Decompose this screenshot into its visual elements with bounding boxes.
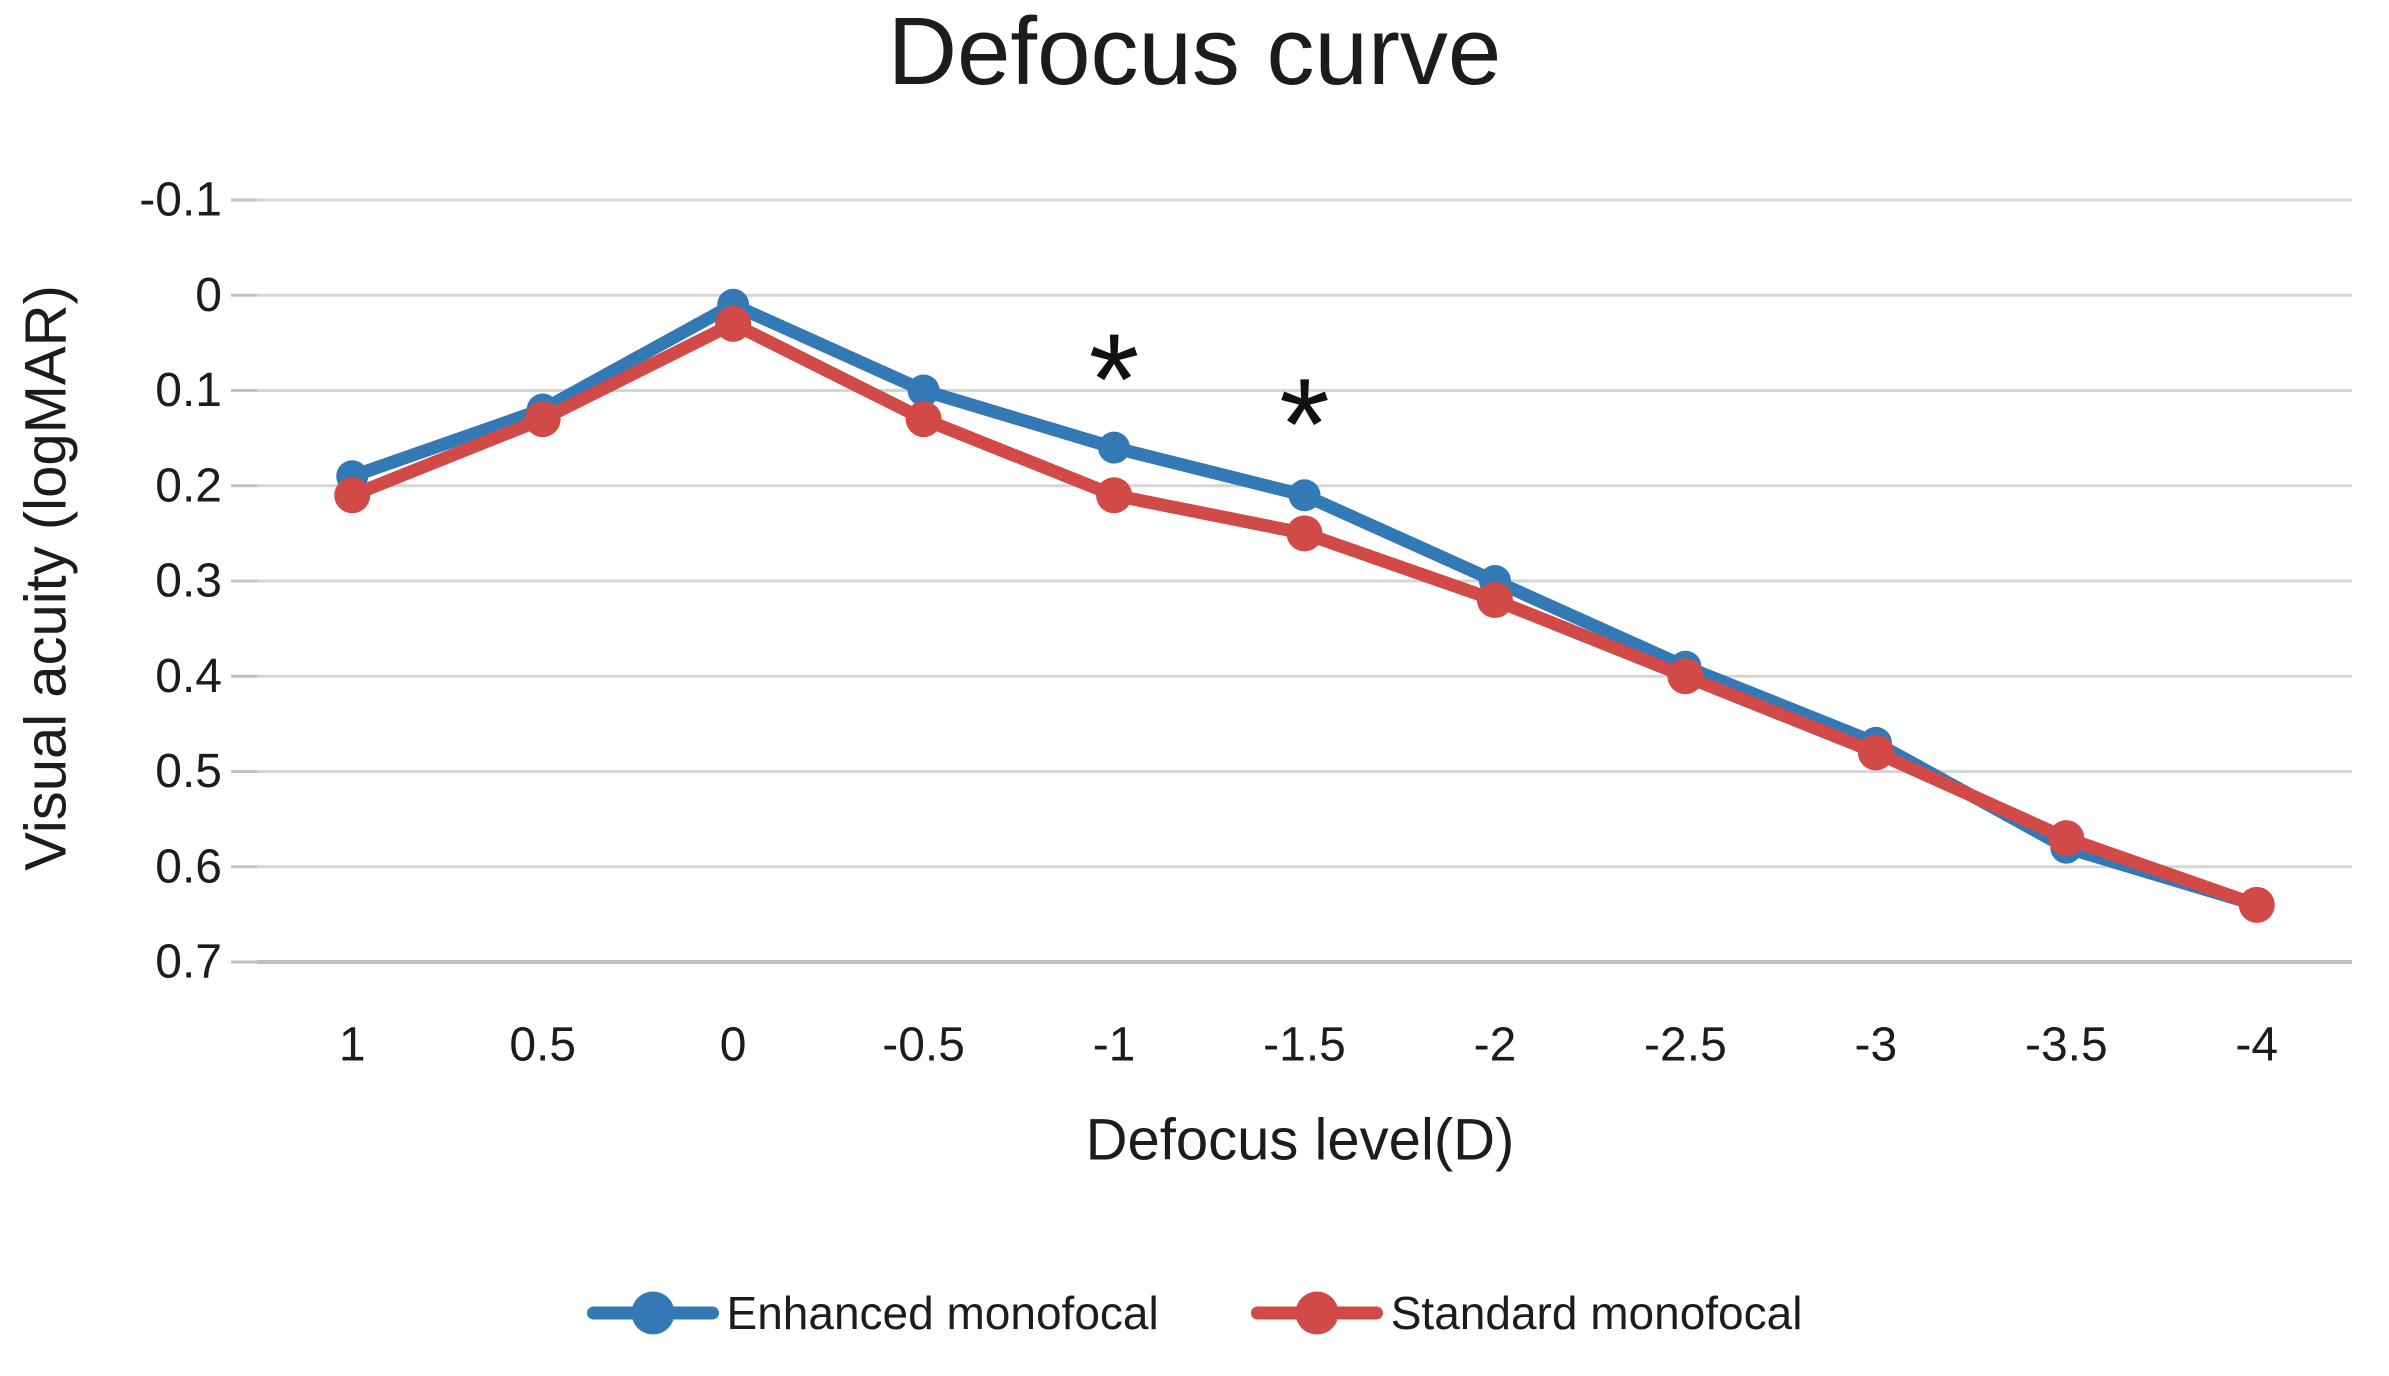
- y-tick-label: -0.1: [139, 174, 222, 227]
- x-tick-label: 0: [720, 1019, 747, 1072]
- data-point-marker-enhanced: [1288, 479, 1321, 512]
- y-tick-label: 0.4: [155, 650, 222, 703]
- y-tick-label: 0.7: [155, 936, 222, 989]
- data-point-marker-standard: [2048, 820, 2085, 857]
- legend-label-standard-monofocal: Standard monofocal: [1390, 1287, 1803, 1339]
- data-point-marker-standard: [1857, 734, 1894, 771]
- x-tick-label: -3: [1855, 1019, 1898, 1072]
- data-point-marker-standard: [715, 305, 752, 342]
- data-point-marker-standard: [1096, 477, 1133, 514]
- y-tick-label: 0.2: [155, 459, 222, 512]
- x-tick-label: -1.5: [1263, 1019, 1346, 1072]
- legend-item-standard-monofocal: Standard monofocal: [1250, 1286, 1803, 1340]
- x-axis-title: Defocus level(D): [1085, 1107, 1515, 1173]
- data-point-marker-standard: [1286, 515, 1323, 552]
- data-point-marker-enhanced: [1098, 431, 1131, 464]
- x-tick-label: -2: [1474, 1019, 1517, 1072]
- enhanced-monofocal-line-marker-icon: [586, 1290, 719, 1336]
- data-point-marker-standard: [1476, 582, 1513, 619]
- x-tick-label: -3.5: [2025, 1019, 2108, 1072]
- data-point-marker-standard: [2238, 886, 2275, 923]
- x-tick-label: -4: [2235, 1019, 2278, 1072]
- significance-asterisk: *: [1279, 351, 1330, 497]
- y-tick-label: 0: [195, 269, 222, 322]
- data-point-marker-standard: [524, 401, 561, 438]
- y-tick-label: 0.3: [155, 555, 222, 608]
- data-point-marker-standard: [334, 477, 371, 514]
- x-tick-label: 1: [339, 1019, 366, 1072]
- standard-monofocal-line-marker-icon: [1250, 1290, 1383, 1336]
- x-tick-label: -2.5: [1644, 1019, 1727, 1072]
- chart-title: Defocus curve: [887, 0, 1502, 105]
- legend: Enhanced monofocal Standard monofocal: [0, 1258, 2389, 1368]
- legend-item-enhanced-monofocal: Enhanced monofocal: [586, 1286, 1159, 1340]
- data-point-marker-standard: [1667, 658, 1704, 695]
- y-tick-label: 0.6: [155, 840, 222, 893]
- x-tick-label: 0.5: [509, 1019, 576, 1072]
- data-point-marker-standard: [905, 401, 942, 438]
- y-tick-label: 0.5: [155, 745, 222, 798]
- y-tick-label: 0.1: [155, 364, 222, 417]
- x-tick-label: -0.5: [882, 1019, 965, 1072]
- data-point-marker-enhanced: [907, 374, 940, 407]
- significance-asterisk: *: [1089, 306, 1140, 452]
- legend-label-enhanced-monofocal: Enhanced monofocal: [726, 1287, 1159, 1339]
- x-tick-label: -1: [1093, 1019, 1136, 1072]
